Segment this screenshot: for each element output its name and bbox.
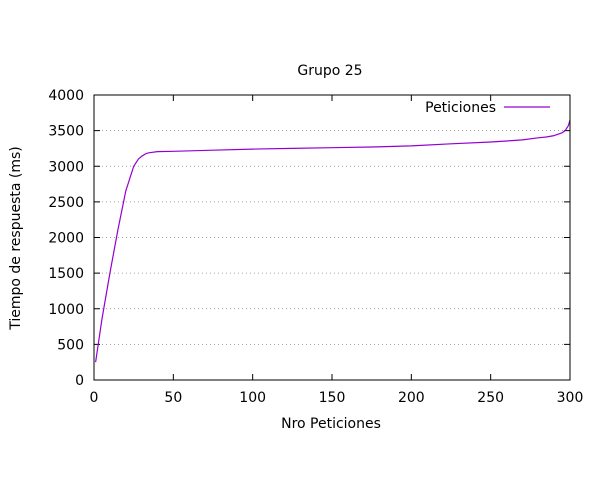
plot-frame [93,94,571,381]
y-tick-label: 1500 [48,266,84,282]
gridlines [94,130,570,345]
legend: Peticiones [425,100,550,116]
x-tick-label: 250 [477,390,504,406]
x-tick-label: 150 [319,390,346,406]
y-tick-label: 500 [57,337,84,353]
series-line-peticiones [95,119,571,363]
series-group [95,119,571,363]
y-tick-label: 2000 [48,231,84,247]
x-tick-label: 200 [398,390,425,406]
y-axis-ticks: 0 500 1000 1500 2000 2500 3000 3500 4000 [48,88,570,389]
x-tick-label: 50 [164,390,182,406]
x-tick-label: 100 [239,390,266,406]
y-tick-label: 4000 [48,88,84,104]
x-tick-label: 0 [90,390,99,406]
y-tick-label: 3500 [48,124,84,140]
x-axis-ticks: 0 50 100 150 200 250 300 [90,95,584,406]
y-tick-label: 3000 [48,159,84,175]
y-tick-label: 2500 [48,195,84,211]
y-tick-label: 0 [75,373,84,389]
y-axis-label: Tiempo de respuesta (ms) [8,146,24,331]
legend-label: Peticiones [425,100,496,116]
x-axis-label: Nro Peticiones [281,416,381,432]
chart-title: Grupo 25 [297,63,362,79]
x-tick-label: 300 [557,390,584,406]
y-tick-label: 1000 [48,302,84,318]
